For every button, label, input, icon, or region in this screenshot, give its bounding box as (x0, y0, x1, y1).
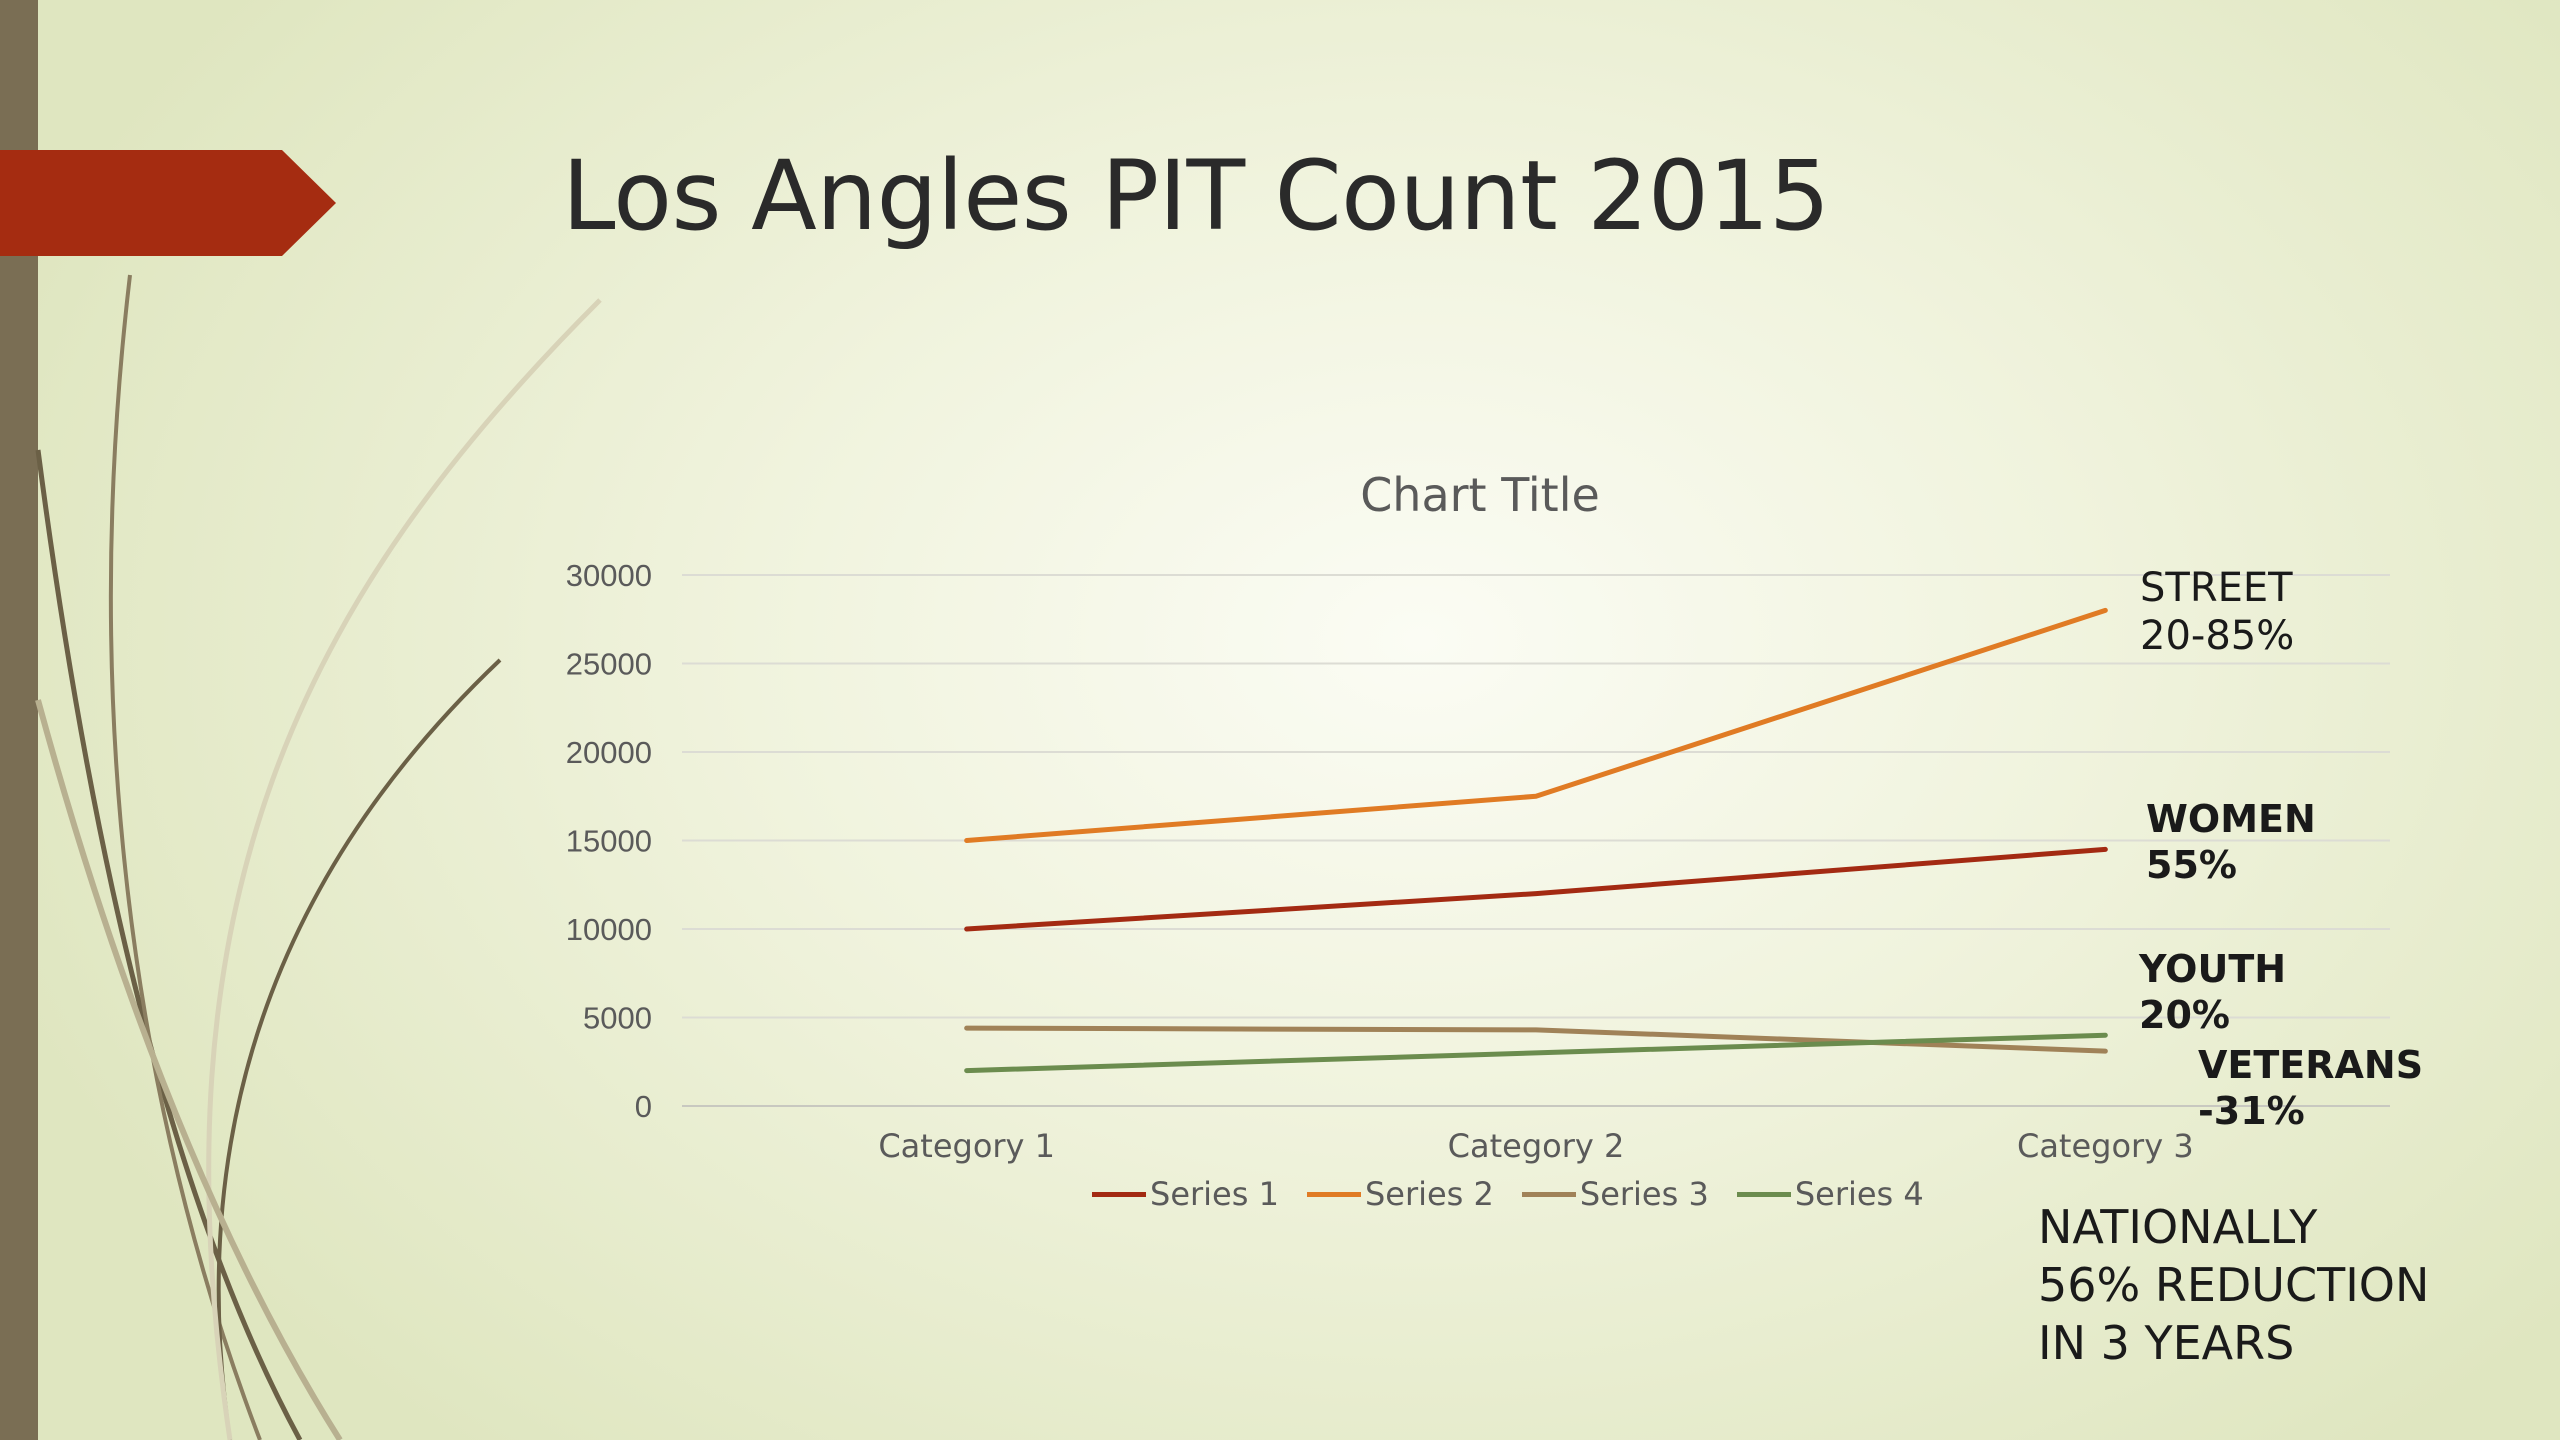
chart-legend: Series 1 Series 2 Series 3 Series 4 (1092, 1175, 1924, 1213)
y-tick-label-15000: 15000 (566, 824, 652, 859)
annotation-street-value: 20-85% (2140, 613, 2295, 659)
annotation-women-value: 55% (2146, 842, 2237, 887)
annotation-youth[interactable]: YOUTH 20% (2139, 947, 2286, 1038)
chart-title[interactable]: Chart Title (1360, 468, 1600, 522)
legend-swatch-series-1 (1092, 1191, 1146, 1197)
y-tick-label-5000: 5000 (583, 1001, 652, 1036)
x-tick-label-2: Category 2 (1448, 1127, 1625, 1165)
annotation-women-label: WOMEN (2146, 797, 2316, 841)
y-tick-label-10000: 10000 (566, 912, 652, 947)
y-tick-label-0: 0 (635, 1089, 652, 1124)
legend-swatch-series-3 (1521, 1191, 1576, 1197)
annotation-veterans-value: -31% (2198, 1088, 2305, 1133)
legend-swatch-series-4 (1736, 1191, 1791, 1197)
annotation-youth-value: 20% (2139, 992, 2230, 1037)
annotation-veterans-label: VETERANS (2198, 1043, 2424, 1087)
series-line-1[interactable] (964, 846, 2108, 932)
annotation-nationally[interactable]: NATIONALLY 56% REDUCTION IN 3 YEARS (2038, 1199, 2429, 1373)
annotation-nationally-line-1: NATIONALLY (2038, 1200, 2318, 1254)
legend-swatch-series-2 (1306, 1191, 1361, 1197)
annotation-veterans[interactable]: VETERANS -31% (2198, 1043, 2423, 1134)
series-line-3[interactable] (964, 1025, 2108, 1054)
legend-label-series-2: Series 2 (1364, 1175, 1494, 1213)
legend-label-series-1: Series 1 (1150, 1175, 1279, 1213)
x-tick-label-1: Category 1 (878, 1127, 1055, 1165)
annotation-youth-label: YOUTH (2139, 947, 2287, 991)
annotation-street-label: STREET (2140, 565, 2293, 611)
annotation-nationally-line-3: IN 3 YEARS (2038, 1315, 2295, 1370)
title-arrow-banner (0, 150, 336, 256)
y-tick-label-25000: 25000 (566, 647, 652, 682)
y-tick-label-20000: 20000 (566, 735, 652, 770)
legend-item-series-4[interactable]: Series 4 (1736, 1175, 1924, 1213)
annotation-street[interactable]: STREET 20-85% (2140, 564, 2294, 660)
legend-item-series-1[interactable]: Series 1 (1092, 1175, 1279, 1213)
legend-item-series-3[interactable]: Series 3 (1521, 1175, 1709, 1213)
x-tick-label-3: Category 3 (2017, 1127, 2194, 1165)
annotation-nationally-line-2: 56% REDUCTION (2038, 1257, 2430, 1312)
series-line-4[interactable] (964, 1032, 2108, 1074)
y-tick-label-30000: 30000 (566, 558, 652, 593)
legend-label-series-4: Series 4 (1794, 1175, 1924, 1213)
annotation-women[interactable]: WOMEN 55% (2146, 797, 2316, 888)
series-line-2[interactable] (964, 607, 2108, 843)
legend-item-series-2[interactable]: Series 2 (1306, 1175, 1494, 1213)
legend-label-series-3: Series 3 (1579, 1175, 1709, 1213)
slide-title[interactable]: Los Angles PIT Count 2015 (562, 140, 1830, 252)
